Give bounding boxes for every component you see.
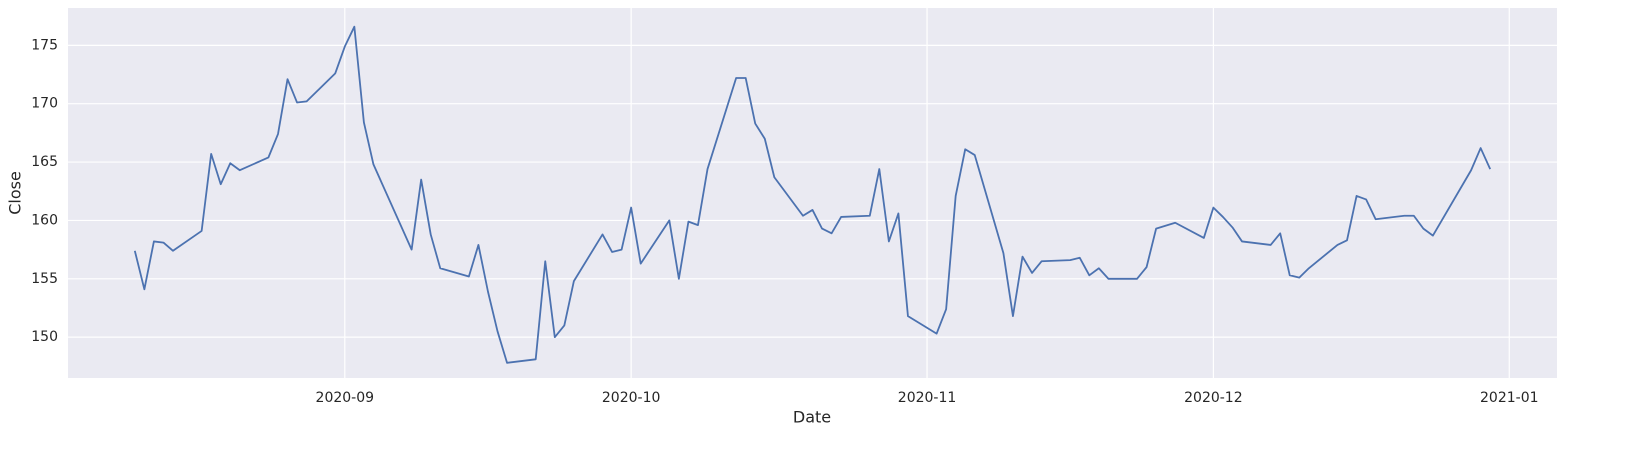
y-tick-label: 150 — [31, 329, 58, 345]
y-tick-label: 165 — [31, 154, 58, 170]
x-tick-label: 2020-11 — [898, 390, 957, 406]
x-axis-title: Date — [793, 408, 831, 427]
y-axis-title: Close — [6, 171, 25, 215]
x-tick-label: 2020-12 — [1184, 390, 1243, 406]
x-tick-label: 2021-01 — [1480, 390, 1539, 406]
plot-area — [68, 8, 1557, 378]
y-tick-label: 155 — [31, 271, 58, 287]
y-tick-label: 160 — [31, 212, 58, 228]
x-tick-label: 2020-10 — [602, 390, 661, 406]
x-tick-label: 2020-09 — [316, 390, 375, 406]
line-series — [133, 25, 1492, 364]
y-tick-label: 170 — [31, 96, 58, 112]
y-tick-label: 175 — [31, 37, 58, 53]
